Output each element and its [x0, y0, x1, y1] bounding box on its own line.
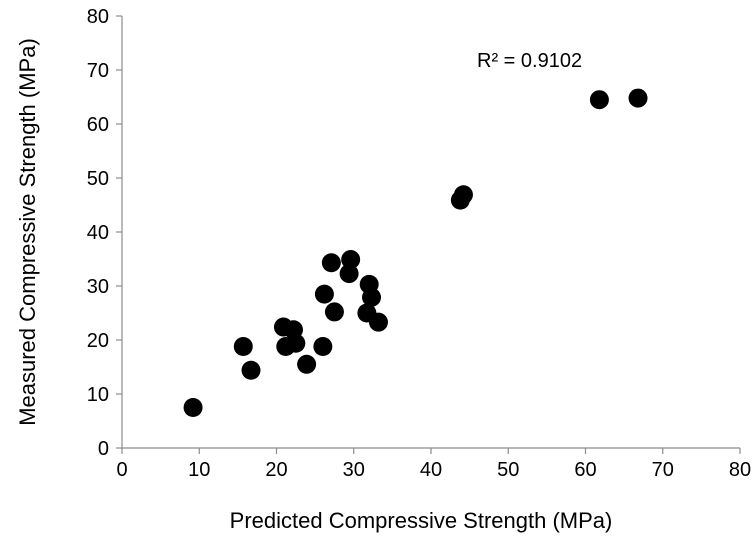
data-point [313, 336, 333, 356]
x-axis-tick-label: 20 [265, 459, 287, 481]
y-axis-tick-label: 30 [87, 276, 109, 298]
y-axis-ticks: 0 10 20 30 40 50 60 70 80 [87, 6, 122, 460]
data-point [589, 90, 609, 110]
data-point [297, 354, 317, 374]
data-point [339, 264, 359, 284]
data-point [324, 302, 344, 322]
x-axis-tick-label: 60 [574, 459, 596, 481]
x-axis-tick-label: 50 [497, 459, 519, 481]
x-axis-tick-label: 0 [116, 459, 127, 481]
data-point [628, 88, 648, 108]
y-axis-tick-label: 40 [87, 222, 109, 244]
x-axis-ticks: 0 10 20 30 40 50 60 70 80 [116, 448, 751, 481]
x-axis-tick-label: 10 [188, 459, 210, 481]
data-point [241, 360, 261, 380]
data-points-layer [183, 88, 648, 417]
data-point [341, 250, 361, 270]
y-axis-tick-label: 70 [87, 60, 109, 82]
data-point [233, 336, 253, 356]
x-axis-tick-label: 80 [729, 459, 751, 481]
axes-layer: 0 10 20 30 40 50 60 70 80 0 10 20 30 40 50 60 70 80 [87, 6, 751, 481]
r-squared-annotation: R² = 0.9102 [477, 50, 582, 72]
data-point [368, 312, 388, 332]
y-axis-tick-label: 20 [87, 330, 109, 352]
data-point [453, 185, 473, 205]
y-axis-tick-label: 60 [87, 114, 109, 136]
y-axis-tick-label: 50 [87, 168, 109, 190]
data-point [314, 284, 334, 304]
x-axis-tick-label: 30 [343, 459, 365, 481]
y-axis-tick-label: 80 [87, 6, 109, 28]
x-axis-title: Predicted Compressive Strength (MPa) [230, 508, 613, 533]
data-point [183, 398, 203, 417]
data-point [362, 287, 382, 307]
y-axis-title: Measured Compressive Strength (MPa) [15, 38, 40, 426]
x-axis-tick-label: 40 [420, 459, 442, 481]
data-point [286, 333, 306, 353]
data-point [321, 253, 341, 273]
y-axis-tick-label: 10 [87, 384, 109, 406]
y-axis-tick-label: 0 [98, 438, 109, 460]
x-axis-tick-label: 70 [652, 459, 674, 481]
